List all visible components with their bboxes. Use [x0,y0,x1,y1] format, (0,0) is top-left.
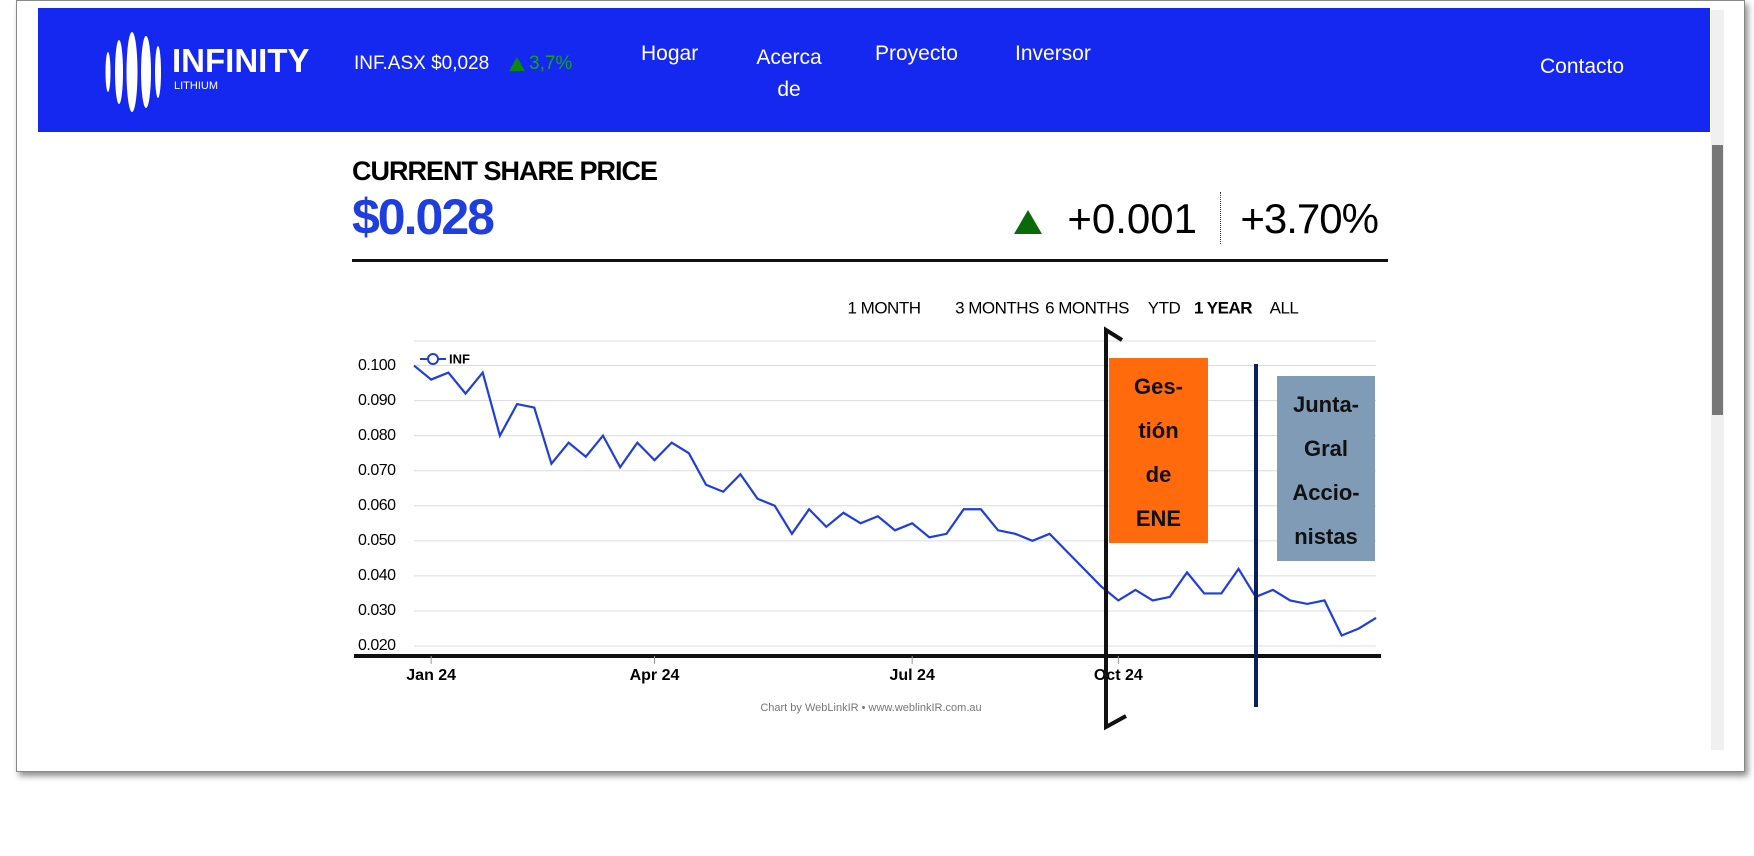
logo-subtext: LITHIUM [174,80,218,92]
up-arrow [1014,210,1042,234]
y-tick-label: 0.070 [358,462,396,479]
nav-link[interactable]: Acerca de [756,46,822,101]
nav-link[interactable]: Inversor [1015,42,1091,65]
price-change-pct: +3.70% [1240,195,1379,242]
y-tick-label: 0.090 [358,392,396,409]
price-change: +0.001 [1067,195,1197,242]
scrollbar-thumb[interactable] [1712,145,1723,415]
nav-link[interactable]: Contacto [1540,55,1625,78]
legend-label: INF [449,351,470,366]
y-tick-label: 0.080 [358,427,396,444]
range-button[interactable]: 1 MONTH [848,298,922,317]
price: $0.028 [352,189,495,245]
annotation-text: Accio- [1292,480,1359,505]
ticker: INF.ASX $0,028 [354,53,490,74]
nav-link[interactable]: Hogar [641,42,699,65]
y-tick-label: 0.100 [358,357,396,374]
up-arrow [509,57,525,71]
x-tick-label: Apr 24 [630,667,680,684]
range-button[interactable]: ALL [1270,298,1299,317]
y-tick-label: 0.050 [358,532,396,549]
annotation-text: Gral [1304,436,1348,461]
price-line [413,364,1377,637]
y-tick-label: 0.040 [358,567,396,584]
x-tick-label: Jul 24 [889,667,934,684]
legend-marker [427,353,439,365]
annotation-text: de [1146,462,1172,487]
range-button[interactable]: 3 MONTHS [955,298,1040,317]
annotation-text: Ges- [1134,374,1183,399]
x-tick-label: Oct 24 [1094,667,1143,684]
annotation-text: tión [1138,418,1178,443]
logo-text[interactable]: INFINITY [172,42,310,79]
nav-bar: INFINITY LITHIUM INF.ASX $0,028 3,7% Hog… [38,8,1710,132]
annotation-text: nistas [1294,524,1358,549]
x-tick-label: Jan 24 [406,667,456,684]
logo-mark[interactable] [102,26,172,120]
y-tick-label: 0.030 [358,602,396,619]
ticker-change: 3,7% [529,53,573,74]
price-title: CURRENT SHARE PRICE [352,156,658,186]
nav-link[interactable]: Proyecto [875,42,958,65]
annotation-box [1277,376,1375,561]
annotation-text: Junta- [1293,392,1359,417]
separator [1220,192,1222,244]
annotation-box [1109,358,1208,543]
annotation-text: ENE [1136,506,1181,531]
bracket [1104,326,1127,731]
y-tick-label: 0.060 [358,497,396,514]
range-button[interactable]: YTD [1148,298,1181,317]
divider [352,259,1388,262]
y-tick-label: 0.020 [358,637,396,654]
range-button[interactable]: 6 MONTHS [1045,298,1130,317]
chart-credit: Chart by WebLinkIR • www.weblinkIR.com.a… [760,702,981,714]
range-button[interactable]: 1 YEAR [1194,298,1253,317]
